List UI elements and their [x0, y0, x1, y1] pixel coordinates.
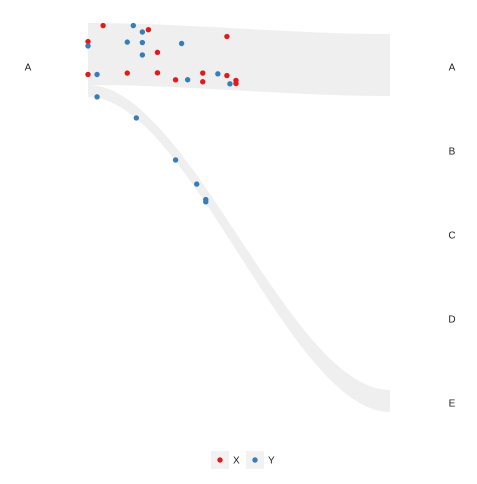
point-x-0-13: [233, 80, 239, 87]
point-x-0-11: [224, 72, 230, 79]
point-y-1-4: [139, 29, 146, 35]
legend-marker-x: [217, 457, 223, 463]
legend-label-y: Y: [268, 456, 275, 467]
point-x-0-6: [154, 70, 161, 76]
point-x-0-8: [200, 70, 206, 76]
point-y-1-9: [215, 71, 221, 77]
point-x-0-4: [145, 27, 152, 33]
point-y-2-1: [133, 115, 140, 121]
ribbon-layer: [88, 23, 390, 412]
point-y-1-3: [124, 39, 130, 45]
point-y-1-7: [178, 40, 185, 47]
point-x-0-9: [200, 79, 206, 85]
point-x-0-1: [100, 22, 106, 29]
point-y-1-2: [130, 22, 136, 29]
point-y-1-5: [139, 39, 146, 46]
point-y-1-0: [85, 43, 91, 49]
point-y-1-6: [139, 52, 146, 58]
point-x-0-7: [172, 77, 179, 83]
right-label-a: A: [449, 63, 456, 74]
point-x-0-2: [85, 71, 91, 78]
legend-marker-y: [252, 457, 258, 463]
right-label-c: C: [448, 231, 455, 242]
point-y-1-8: [184, 77, 191, 83]
right-label-d: D: [448, 315, 455, 326]
point-x-0-5: [154, 49, 161, 56]
point-x-0-0: [85, 38, 91, 45]
legend-label-x: X: [233, 456, 240, 467]
point-y-2-5: [203, 196, 209, 203]
right-label-b: B: [449, 147, 456, 158]
left-axis-labels: A: [25, 63, 32, 74]
right-axis-labels: A B C D E: [448, 63, 455, 410]
point-y-2-0: [94, 94, 100, 100]
point-y-2-3: [194, 181, 200, 187]
point-x-0-10: [224, 33, 230, 40]
ribbon-a-a: [88, 23, 390, 96]
left-label-a: A: [25, 63, 32, 74]
point-y-1-10: [227, 81, 233, 87]
point-layer: [85, 22, 239, 205]
ribbon-a-e: [88, 85, 390, 412]
right-label-e: E: [449, 399, 456, 410]
point-y-2-2: [172, 157, 179, 163]
point-x-0-3: [124, 70, 130, 76]
point-y-1-1: [94, 71, 100, 78]
